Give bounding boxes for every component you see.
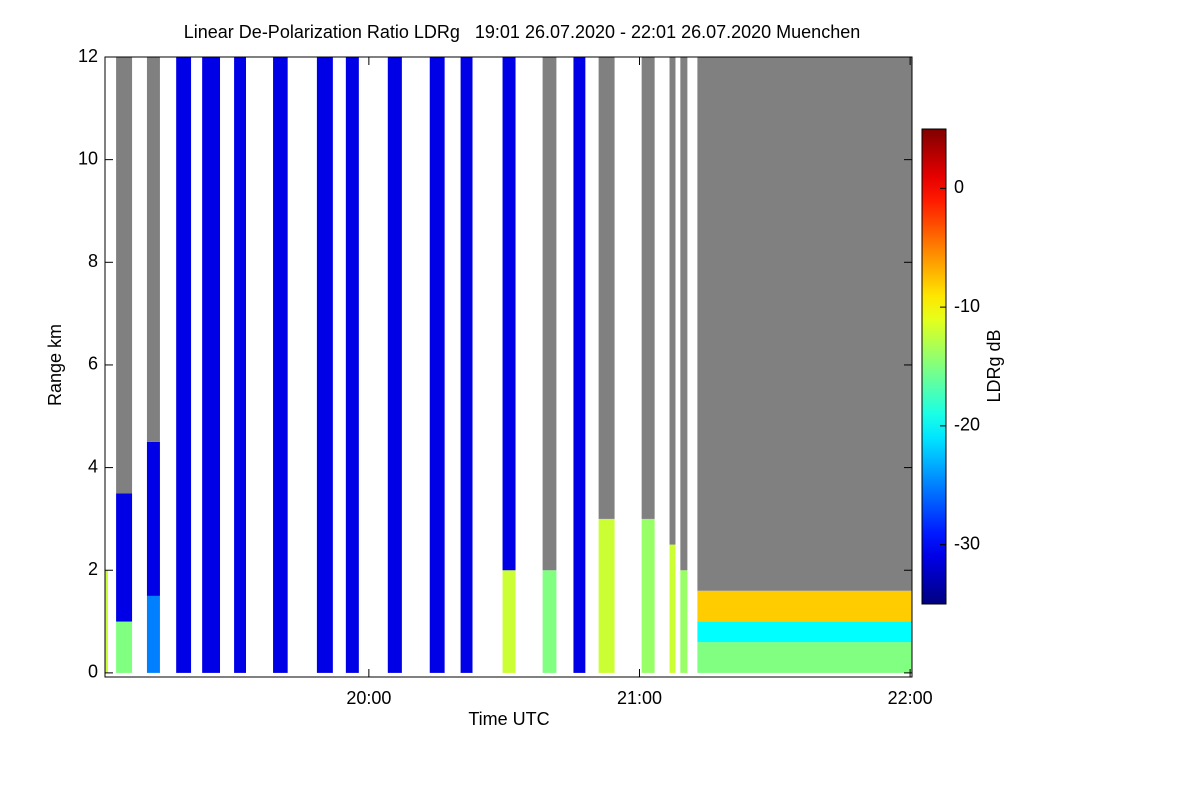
chart-title: Linear De-Polarization Ratio LDRg 19:01 … <box>184 22 860 42</box>
plot-frame <box>104 56 913 678</box>
heatmap-cell <box>669 57 676 545</box>
heatmap-cell <box>176 57 192 673</box>
heatmap-cell <box>105 570 108 673</box>
colorbar <box>921 128 947 605</box>
x-axis-label: Time UTC <box>468 709 549 729</box>
heatmap-cell <box>460 57 473 673</box>
heatmap-cell <box>316 57 333 673</box>
x-tick-label: 22:00 <box>888 688 933 708</box>
heatmap-cell <box>502 57 516 571</box>
x-tick-label: 21:00 <box>617 688 662 708</box>
heatmap-cell <box>697 57 912 591</box>
y-tick-label: 6 <box>88 354 98 374</box>
heatmap-cell <box>598 518 615 673</box>
heatmap-cell <box>502 570 516 673</box>
heatmap-cell <box>641 57 655 519</box>
colorbar-label: LDRg dB <box>984 329 1004 402</box>
heatmap-cell <box>116 493 133 622</box>
heatmap-cell <box>345 57 359 673</box>
heatmap-cell <box>697 642 912 673</box>
y-tick-label: 10 <box>78 148 98 168</box>
heatmap-cell <box>598 57 615 519</box>
colorbar-tick-label: -20 <box>954 415 980 435</box>
colorbar-tick-label: 0 <box>954 177 964 197</box>
heatmap-cell <box>669 544 676 673</box>
colorbar-tick-label: -10 <box>954 296 980 316</box>
heatmap-cell <box>542 57 557 571</box>
heatmap-cell <box>641 518 655 673</box>
y-tick-label: 8 <box>88 251 98 271</box>
heatmap-cell <box>429 57 445 673</box>
heatmap-cell <box>146 441 160 596</box>
heatmap-cell <box>680 570 688 673</box>
y-tick-label: 2 <box>88 559 98 579</box>
y-tick-label: 0 <box>88 662 98 682</box>
colorbar-tick-label: -30 <box>954 533 980 553</box>
x-tick-label: 20:00 <box>346 688 391 708</box>
heatmap-cell <box>697 621 912 643</box>
heatmap-cell <box>116 621 133 673</box>
heatmap-cell <box>387 57 402 673</box>
heatmap-cell <box>146 595 160 673</box>
heatmap-cell <box>234 57 246 673</box>
y-axis-label: Range km <box>45 324 65 406</box>
heatmap-cell <box>116 57 133 494</box>
y-tick-label: 4 <box>88 456 98 476</box>
heatmap-cell <box>273 57 288 673</box>
y-tick-label: 12 <box>78 46 98 66</box>
heatmap-cell <box>146 57 160 442</box>
heatmap-cell <box>202 57 221 673</box>
heatmap-cell <box>573 57 586 673</box>
heatmap-cell <box>680 57 688 571</box>
heatmap-cell <box>542 570 557 673</box>
heatmap-cell <box>697 590 912 622</box>
